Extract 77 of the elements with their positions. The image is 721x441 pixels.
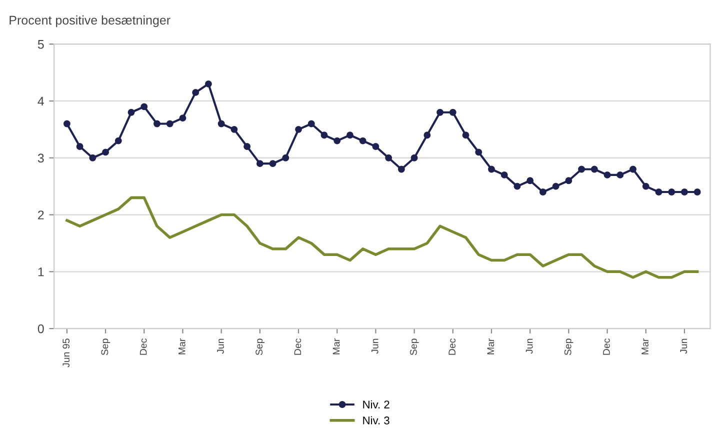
x-tick-label: Sep: [256, 338, 264, 356]
point: [244, 143, 251, 150]
point: [449, 108, 456, 116]
point: [680, 188, 688, 196]
x-tick-label: Jun: [680, 338, 688, 354]
point: [424, 132, 431, 139]
point: [166, 120, 174, 128]
point: [642, 182, 650, 190]
x-tick-label: Dec: [603, 338, 610, 355]
point: [385, 154, 392, 162]
point: [218, 120, 225, 128]
point: [552, 182, 560, 190]
point: [630, 166, 636, 173]
point: [475, 148, 482, 156]
y-tick-label: 2: [38, 210, 44, 220]
point: [89, 154, 96, 162]
point: [359, 137, 366, 144]
point: [565, 177, 572, 184]
point: [269, 160, 276, 168]
point: [578, 166, 586, 173]
y-tick-label: 0: [38, 324, 44, 334]
point: [282, 154, 290, 162]
y-tick-label: 5: [38, 40, 44, 49]
point: [179, 114, 186, 122]
point: [140, 103, 148, 110]
x-tick-label: Jun: [372, 338, 378, 354]
x-tick-label: Jun: [526, 338, 533, 354]
x-tick-label: Mar: [487, 338, 494, 354]
point: [204, 80, 212, 88]
point: [655, 188, 662, 196]
line-series: [66, 196, 699, 279]
point: [462, 132, 470, 139]
x-tick-label: Sep: [410, 338, 419, 356]
point: [488, 166, 495, 173]
x-tick-label: Dec: [140, 338, 147, 355]
x-tick-label: Sep: [101, 338, 110, 356]
point: [76, 143, 84, 150]
legend-label: Niv. 3: [363, 416, 390, 424]
point: [63, 120, 70, 128]
x-tick-label: Jun: [217, 338, 224, 354]
point: [192, 88, 200, 96]
point: [694, 188, 701, 196]
point: [514, 182, 521, 190]
point: [154, 120, 160, 128]
point: [128, 108, 135, 116]
point: [436, 108, 444, 116]
x-tick-label: Dec: [294, 338, 302, 355]
point: [410, 154, 418, 162]
point: [526, 177, 534, 184]
y-tick-label: 4: [38, 96, 44, 106]
x-tick-label: Mar: [332, 338, 340, 354]
point: [668, 188, 676, 196]
point: [604, 171, 611, 178]
x-tick-label: Sep: [564, 338, 574, 356]
x-tick-label: Jun 95: [62, 338, 70, 368]
x-tick-label: Mar: [178, 338, 186, 354]
point: [230, 126, 238, 133]
y-tick-label: 3: [38, 154, 44, 163]
point: [346, 132, 354, 139]
y-tick-label: 1: [38, 268, 44, 276]
x-tick-label: Dec: [448, 338, 456, 355]
point: [372, 143, 380, 150]
point: [500, 171, 508, 178]
point: [102, 148, 110, 156]
chart-title: Procent positive besætninger: [10, 15, 170, 28]
point: [398, 166, 405, 173]
point: [590, 166, 598, 173]
point: [256, 160, 264, 168]
point: [334, 137, 341, 144]
point: [320, 132, 328, 139]
point: [308, 120, 315, 128]
point: [295, 126, 302, 133]
legend-label: Niv. 2: [363, 400, 390, 408]
point: [114, 137, 122, 144]
x-tick-label: Mar: [642, 338, 648, 354]
point: [539, 188, 546, 196]
point: [616, 171, 624, 178]
